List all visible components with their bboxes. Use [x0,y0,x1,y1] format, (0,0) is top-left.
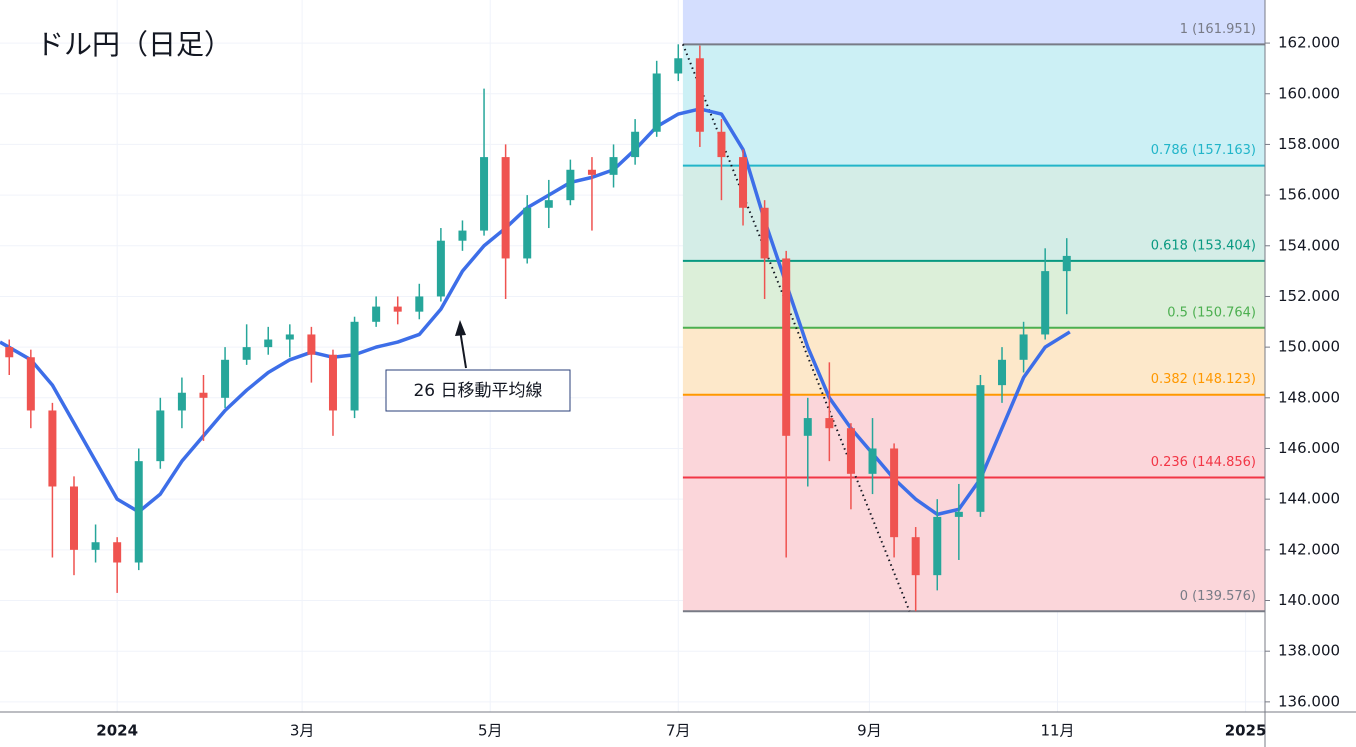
y-tick-label: 158.000 [1278,135,1340,153]
candle-body [631,131,640,158]
fib-level-label: 0.382 (148.123) [1151,372,1256,387]
annotation-box [385,369,571,412]
candle-body [69,486,78,550]
plot-area: 1 (161.951) 0.786 (157.163) 0.618 (153.404… [0,0,1265,712]
x-tick-label: 11月 [1040,722,1074,740]
candle-body [933,516,942,576]
fib-band [682,394,1265,478]
candle-body [803,418,812,436]
fib-band [682,260,1265,328]
candle-body [26,357,35,411]
fib-level-label: 0.236 (144.856) [1151,455,1256,470]
y-tick-label: 148.000 [1278,388,1340,406]
fib-top-band [682,0,1265,45]
chart-title: ドル円（日足） [36,28,232,61]
candle-body [846,428,855,474]
candle-body [739,157,748,208]
candle-body [868,448,877,474]
candle-body [1019,334,1028,360]
candle-body [652,73,661,132]
candle-body [242,347,251,360]
candle-body [156,410,165,462]
candle-body [415,296,424,312]
candle-body [998,359,1007,386]
fib-level-label: 1 (161.951) [1180,22,1256,37]
candle-body [609,157,618,175]
candle-body [48,410,57,487]
candle-body [544,200,553,208]
candle-body [372,306,381,322]
candle-body [134,461,143,563]
candle-body [307,334,316,355]
fib-band [682,477,1265,612]
candle-body [458,230,467,241]
candle-body [480,157,489,231]
y-tick-label: 140.000 [1278,591,1340,609]
fib-level-label: 0 (139.576) [1180,589,1256,604]
y-tick-label: 138.000 [1278,642,1340,660]
x-tick-label: 9月 [857,722,882,740]
candle-body [393,306,402,312]
fib-band [682,44,1265,166]
x-tick-label: 7月 [666,722,691,740]
y-tick-label: 144.000 [1278,490,1340,508]
candle-body [976,385,985,512]
y-tick-label: 142.000 [1278,540,1340,558]
y-tick-label: 154.000 [1278,236,1340,254]
candle-body [285,334,294,340]
candle-body [199,392,208,398]
x-tick-label: 5月 [478,722,503,740]
annotation-arrow-head [455,320,466,336]
candle-body [1062,255,1071,272]
candle-body [890,448,899,538]
candle-body [782,258,791,436]
fib-trend-line [681,43,911,612]
fib-level-label: 0.5 (150.764) [1167,305,1256,320]
candle-body [221,359,230,398]
y-tick-label: 150.000 [1278,338,1340,356]
candle-body [587,169,596,175]
candle-body [501,157,510,259]
y-tick-label: 162.000 [1278,34,1340,52]
candle-body [1041,271,1050,335]
fib-level-label: 0.618 (153.404) [1151,238,1256,253]
candle-body [177,392,186,411]
candle-body [760,207,769,259]
candle-body [911,537,920,576]
x-tick-label: 3月 [290,722,315,740]
fib-band [682,327,1265,395]
x-tick-label: 2025 [1225,722,1267,740]
candle-body [91,542,100,550]
candle-body [328,354,337,411]
fib-band [682,165,1265,261]
y-tick-label: 146.000 [1278,439,1340,457]
candle-body [350,321,359,411]
annotation-text: 26 日移動平均線 [413,381,542,401]
candle-body [566,169,575,201]
candle-body [264,339,273,348]
candle-body [695,58,704,132]
y-tick-label: 152.000 [1278,287,1340,305]
fib-level-label: 0.786 (157.163) [1151,143,1256,158]
candle-body [436,240,445,297]
y-tick-label: 160.000 [1278,84,1340,102]
y-tick-label: 136.000 [1278,692,1340,710]
candle-body [523,207,532,259]
annotation-arrow [459,329,467,369]
candle-body [717,131,726,158]
candle-body [825,418,834,429]
candle-body [954,511,963,517]
x-tick-label: 2024 [96,722,138,740]
y-tick-label: 156.000 [1278,186,1340,204]
candle-body [5,347,14,358]
candle-body [674,58,683,74]
candle-body [113,542,122,563]
